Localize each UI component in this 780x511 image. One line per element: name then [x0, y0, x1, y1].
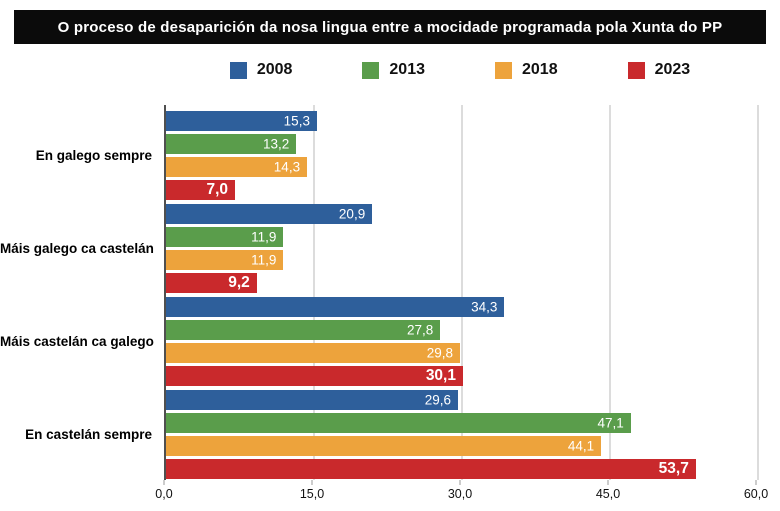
- bar-value-label: 30,1: [425, 367, 456, 384]
- legend-item-2008: 2008: [229, 61, 293, 79]
- bar-2013: 27,8: [166, 320, 441, 340]
- bar-2018: 11,9: [166, 250, 284, 270]
- bar-2023: 9,2: [166, 273, 257, 293]
- gridline: [609, 105, 611, 480]
- legend-item-2018: 2018: [495, 61, 558, 79]
- legend-swatch: [495, 61, 512, 79]
- legend-swatch: [229, 61, 247, 79]
- bar-value-label: 44,1: [567, 438, 595, 454]
- legend-label: 2013: [389, 61, 425, 78]
- x-tick-label: 30,0: [447, 487, 473, 501]
- bar-value-label: 47,1: [597, 415, 624, 431]
- bar-value-label: 29,8: [426, 345, 454, 361]
- bar-value-label: 34,3: [471, 299, 498, 315]
- bar-2008: 29,6: [166, 390, 459, 410]
- bar-2023: 53,7: [166, 459, 696, 479]
- x-tick-mark: [459, 480, 461, 485]
- bar-value-label: 7,0: [206, 181, 229, 198]
- bar-2013: 13,2: [166, 134, 297, 154]
- bar-value-label: 27,8: [407, 322, 434, 338]
- bar-2023: 30,1: [166, 366, 463, 386]
- bar-value-label: 14,3: [273, 159, 301, 175]
- gridline: [757, 105, 759, 480]
- x-tick-label: 0,0: [155, 487, 173, 501]
- category-label: Máis castelán ca galego: [0, 333, 154, 349]
- bar-2008: 15,3: [166, 111, 317, 131]
- category-label: Máis galego ca castelán: [0, 240, 154, 256]
- gridline: [461, 105, 463, 480]
- bar-value-label: 11,9: [251, 229, 277, 245]
- legend-label: 2018: [522, 61, 558, 78]
- bar-2023: 7,0: [166, 180, 236, 200]
- bar-2008: 20,9: [166, 204, 373, 224]
- category-label: En castelán sempre: [25, 426, 152, 442]
- bar-value-label: 9,2: [228, 274, 250, 291]
- legend-item-2013: 2013: [362, 61, 425, 79]
- legend-item-2023: 2023: [627, 61, 691, 79]
- legend-swatch: [362, 61, 380, 79]
- bar-2013: 11,9: [166, 227, 284, 247]
- bar-value-label: 13,2: [262, 136, 290, 152]
- plot-area: 15,3 13,2 14,3 7,0 20,9 11,9 11,9 9,2 34,3 27,8 29…: [164, 105, 759, 480]
- x-tick-mark: [311, 480, 313, 485]
- bar-value-label: 15,3: [283, 113, 310, 129]
- legend-label: 2008: [256, 61, 293, 78]
- bar-2018: 29,8: [166, 343, 461, 363]
- x-tick-label: 45,0: [595, 487, 621, 501]
- legend-label: 2023: [654, 61, 691, 78]
- x-tick-label: 60,0: [743, 487, 769, 501]
- bar-value-label: 20,9: [338, 206, 366, 222]
- x-tick-mark: [755, 480, 757, 485]
- bar-2008: 34,3: [166, 297, 505, 317]
- x-tick-mark: [607, 480, 609, 485]
- bar-2018: 44,1: [166, 436, 602, 456]
- bar-2018: 14,3: [166, 157, 308, 177]
- legend-swatch: [627, 61, 645, 79]
- bar-2013: 47,1: [166, 413, 631, 433]
- legend: 2008 2013 2018 2023: [164, 58, 756, 82]
- chart-title: O proceso de desaparición da nosa lingua…: [14, 10, 766, 44]
- x-tick-mark: [163, 480, 165, 485]
- category-label: En galego sempre: [35, 147, 152, 163]
- gridline: [313, 105, 315, 480]
- bar-value-label: 29,6: [424, 392, 452, 408]
- bar-value-label: 53,7: [658, 460, 689, 477]
- bar-value-label: 11,9: [251, 252, 277, 268]
- x-tick-label: 15,0: [299, 487, 325, 501]
